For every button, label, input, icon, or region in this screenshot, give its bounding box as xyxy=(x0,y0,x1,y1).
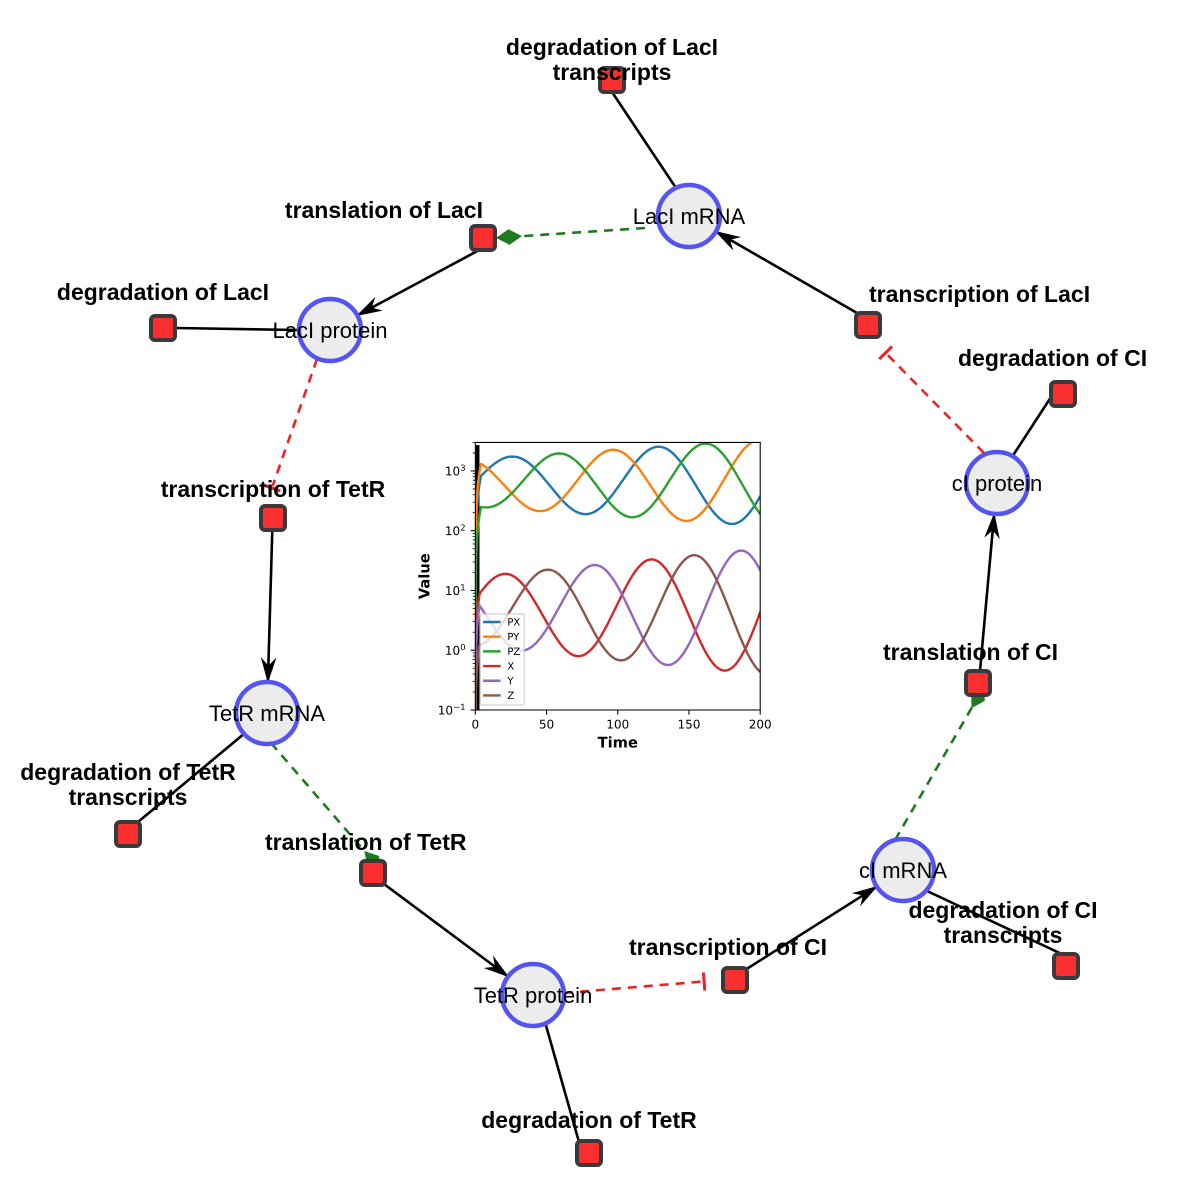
svg-text:degradation of CI: degradation of CI xyxy=(958,345,1147,371)
svg-text:transcription of TetR: transcription of TetR xyxy=(161,476,386,502)
svg-text:transcripts: transcripts xyxy=(944,922,1063,948)
svg-text:LacI mRNA: LacI mRNA xyxy=(633,204,746,229)
svg-text:TetR mRNA: TetR mRNA xyxy=(209,701,325,726)
svg-text:degradation of CI: degradation of CI xyxy=(908,897,1097,923)
svg-text:LacI protein: LacI protein xyxy=(273,318,388,343)
svg-text:transcripts: transcripts xyxy=(69,784,188,810)
svg-text:degradation of TetR: degradation of TetR xyxy=(481,1107,697,1133)
svg-text:degradation of TetR: degradation of TetR xyxy=(20,759,236,785)
svg-text:transcription of CI: transcription of CI xyxy=(629,934,827,960)
svg-text:translation of LacI: translation of LacI xyxy=(285,197,483,223)
svg-text:translation of CI: translation of CI xyxy=(883,639,1058,665)
svg-text:translation of TetR: translation of TetR xyxy=(265,829,467,855)
svg-text:TetR protein: TetR protein xyxy=(474,983,593,1008)
svg-text:transcription of LacI: transcription of LacI xyxy=(869,281,1090,307)
svg-text:cI protein: cI protein xyxy=(952,471,1043,496)
svg-text:transcripts: transcripts xyxy=(553,59,672,85)
svg-text:degradation of LacI: degradation of LacI xyxy=(506,34,718,60)
svg-text:cI mRNA: cI mRNA xyxy=(859,858,947,883)
svg-text:degradation of LacI: degradation of LacI xyxy=(57,279,269,305)
